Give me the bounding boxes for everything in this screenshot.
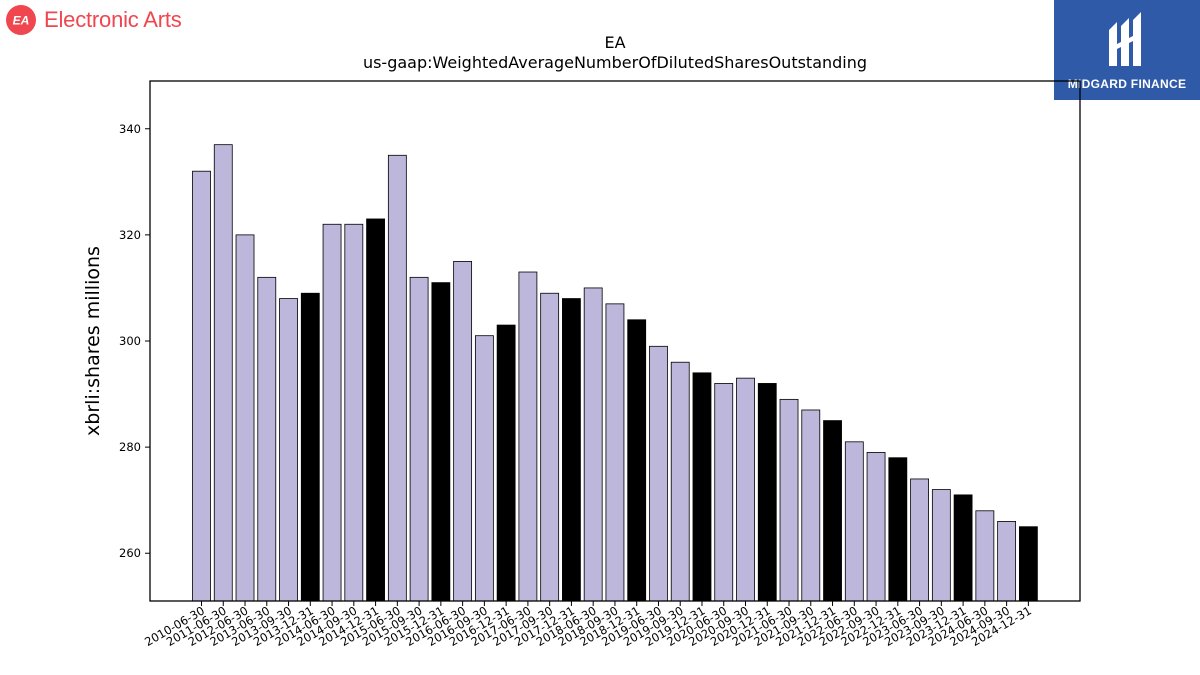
ea-logo-icon: EA [6,5,36,35]
bar-2023-09-30 [931,489,951,602]
partner-name: MIDGARD FINANCE [1067,77,1187,91]
bar-2020-12-31 [757,383,777,602]
bar-2020-06-30 [714,383,734,602]
bar-2022-06-30 [844,441,864,602]
bar-2013-09-30 [279,298,298,602]
bar-2014-12-31 [366,218,385,602]
x-ticks: 2010-06-302011-06-302012-06-302013-06-30… [142,601,1034,649]
bar-2021-09-30 [801,409,821,602]
y-tick-label: 320 [119,228,141,242]
bar-2021-12-31 [823,420,842,602]
bar-2015-06-30 [387,154,407,602]
partner-badge: MIDGARD FINANCE [1054,0,1200,100]
bar-2017-06-30 [518,271,538,602]
bar-2017-09-30 [540,292,560,602]
bar-2020-09-30 [736,377,755,602]
bar-2013-12-31 [300,292,320,602]
y-tick-label: 280 [119,440,141,454]
bar-2022-12-31 [888,457,908,602]
bar-2014-06-30 [322,223,342,602]
chart-subtitle: us-gaap:WeightedAverageNumberOfDilutedSh… [363,53,867,72]
bar-2013-06-30 [257,276,277,602]
chart-title: EA [604,33,625,52]
bar-2018-06-30 [583,287,603,602]
bar-2011-06-30 [213,144,233,602]
bar-2015-12-31 [431,282,451,602]
bar-2024-06-30 [975,510,995,602]
brand-logo: EA Electronic Arts [6,5,182,35]
y-tick-label: 260 [119,546,141,560]
y-ticks: 260 280 300 320 340 [119,122,150,560]
bar-2023-12-31 [953,494,973,602]
bar-2016-09-30 [474,335,494,602]
bar-2018-12-31 [627,319,647,602]
bars [192,144,1038,602]
plot-frame [149,80,1081,602]
bar-2010-06-30 [192,170,211,602]
bar-2022-09-30 [866,452,886,602]
bar-2016-06-30 [453,261,473,602]
svg-text:EA: EA [13,14,30,28]
bar-2015-09-30 [409,276,429,602]
brand-name: Electronic Arts [44,7,182,32]
y-tick-label: 300 [119,334,141,348]
bar-2024-09-30 [997,521,1017,602]
bar-2018-09-30 [605,303,625,602]
bar-2019-06-30 [649,345,668,602]
bar-2023-06-30 [910,478,929,602]
y-tick-label: 340 [119,122,141,136]
bar-2017-12-31 [562,298,581,602]
bar-2019-09-30 [670,361,690,602]
y-axis-label: xbrli:shares millions [82,246,104,436]
bar-2021-06-30 [779,398,799,602]
bar-2014-09-30 [344,223,364,602]
bar-2024-12-31 [1018,526,1038,602]
bar-2012-06-30 [235,234,255,602]
bar-2016-12-31 [496,324,516,602]
bar-2019-12-31 [692,372,712,602]
midgard-logo-icon [1103,8,1151,74]
